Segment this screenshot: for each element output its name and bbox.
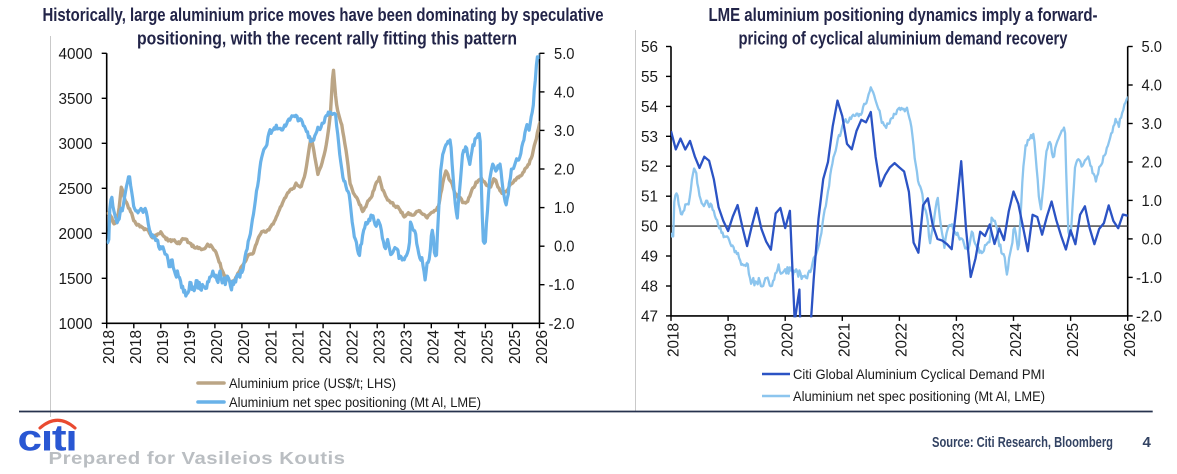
svg-text:2024: 2024 [453, 330, 470, 364]
svg-text:2.0: 2.0 [1142, 155, 1163, 172]
svg-text:4: 4 [1143, 434, 1152, 451]
svg-text:2023: 2023 [372, 330, 389, 364]
svg-text:48: 48 [641, 279, 658, 296]
svg-text:2021: 2021 [290, 330, 307, 364]
svg-text:-2.0: -2.0 [1136, 308, 1162, 325]
svg-text:2019: 2019 [182, 330, 199, 364]
svg-text:4.0: 4.0 [554, 84, 575, 101]
svg-text:-2.0: -2.0 [549, 316, 575, 333]
svg-text:2022: 2022 [345, 330, 362, 364]
svg-text:5.0: 5.0 [1142, 39, 1163, 56]
svg-text:2018: 2018 [665, 323, 682, 357]
svg-text:2023: 2023 [951, 323, 968, 357]
svg-text:-1.0: -1.0 [549, 277, 575, 294]
svg-text:50: 50 [641, 219, 658, 236]
svg-text:2022: 2022 [894, 323, 911, 357]
svg-text:2020: 2020 [209, 330, 226, 364]
svg-text:2020: 2020 [236, 330, 253, 364]
svg-text:52: 52 [641, 159, 658, 176]
svg-text:2026: 2026 [1122, 323, 1139, 357]
svg-text:2026: 2026 [534, 330, 551, 364]
svg-text:2500: 2500 [59, 181, 93, 198]
svg-text:positioning, with the recent r: positioning, with the recent rally fitti… [137, 28, 517, 49]
svg-text:2025: 2025 [1065, 323, 1082, 357]
svg-text:2000: 2000 [59, 226, 93, 243]
svg-text:2022: 2022 [317, 330, 334, 364]
svg-text:pricing of cyclical aluminium: pricing of cyclical aluminium demand rec… [739, 28, 1069, 49]
svg-text:1.0: 1.0 [1142, 193, 1163, 210]
svg-text:3000: 3000 [59, 136, 93, 153]
svg-text:4.0: 4.0 [1142, 78, 1163, 95]
svg-text:Historically, large aluminium: Historically, large aluminium price move… [43, 4, 604, 25]
svg-text:2019: 2019 [722, 323, 739, 357]
svg-text:5.0: 5.0 [554, 46, 575, 63]
svg-text:Aluminium net spec positioning: Aluminium net spec positioning (Mt Al, L… [229, 395, 481, 410]
svg-text:2019: 2019 [155, 330, 172, 364]
svg-text:1.0: 1.0 [554, 200, 575, 217]
svg-text:2024: 2024 [426, 330, 443, 364]
svg-text:53: 53 [641, 129, 658, 146]
svg-text:Source: Citi Research, Bloombe: Source: Citi Research, Bloomberg [932, 434, 1113, 451]
svg-text:51: 51 [641, 189, 658, 206]
svg-text:2020: 2020 [780, 323, 797, 357]
svg-text:1000: 1000 [59, 316, 93, 333]
svg-text:2.0: 2.0 [554, 162, 575, 179]
svg-text:2025: 2025 [480, 330, 497, 364]
svg-text:54: 54 [641, 99, 658, 116]
svg-text:3.0: 3.0 [554, 123, 575, 140]
svg-text:4000: 4000 [59, 46, 93, 63]
svg-text:LME aluminium positioning dyna: LME aluminium positioning dynamics imply… [709, 4, 1098, 25]
svg-text:55: 55 [641, 69, 658, 86]
svg-text:0.0: 0.0 [1142, 231, 1163, 248]
svg-text:0.0: 0.0 [554, 239, 575, 256]
svg-text:2018: 2018 [101, 330, 118, 364]
svg-text:2024: 2024 [1008, 323, 1025, 357]
svg-text:3500: 3500 [59, 91, 93, 108]
svg-text:1500: 1500 [59, 271, 93, 288]
svg-text:2025: 2025 [507, 330, 524, 364]
svg-text:Aluminium net spec positioning: Aluminium net spec positioning (Mt Al, L… [793, 389, 1045, 404]
svg-text:3.0: 3.0 [1142, 116, 1163, 133]
svg-text:2023: 2023 [399, 330, 416, 364]
svg-text:2021: 2021 [263, 330, 280, 364]
svg-text:2018: 2018 [128, 330, 145, 364]
svg-text:56: 56 [641, 39, 658, 56]
svg-text:Aluminium price (US$/t; LHS): Aluminium price (US$/t; LHS) [229, 376, 396, 391]
svg-text:49: 49 [641, 249, 658, 266]
svg-text:Prepared for Vasileios Koutis: Prepared for Vasileios Koutis [49, 448, 346, 468]
svg-text:Citi Global Aluminium Cyclical: Citi Global Aluminium Cyclical Demand PM… [793, 367, 1045, 382]
svg-text:2021: 2021 [837, 323, 854, 357]
svg-text:47: 47 [641, 308, 658, 325]
svg-text:-1.0: -1.0 [1136, 270, 1162, 287]
